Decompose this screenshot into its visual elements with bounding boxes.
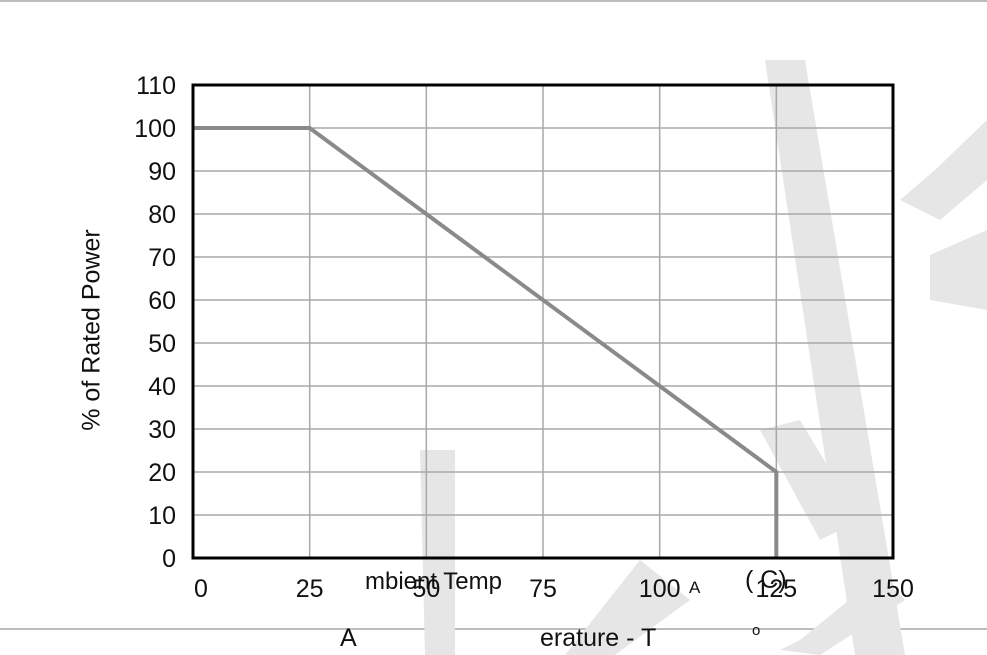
- x-tick-label: 100: [639, 575, 681, 603]
- series-line: [193, 126, 779, 558]
- plot-frame: [191, 83, 895, 560]
- y-tick-label: 70: [148, 244, 176, 272]
- y-tick-label: 10: [148, 502, 176, 530]
- x-axis-label-superscript: o: [752, 622, 761, 639]
- x-tick-label: 75: [529, 575, 557, 603]
- y-tick-label: 110: [136, 72, 176, 100]
- series-layer: [193, 126, 779, 558]
- y-tick-label: 0: [162, 545, 176, 573]
- x-axis-label-part3: erature - T: [540, 624, 657, 652]
- y-tick-label: 50: [148, 330, 176, 358]
- x-tick-label: 50: [412, 575, 440, 603]
- y-tick-label: 100: [134, 115, 176, 143]
- x-axis-label-subscript: A: [689, 578, 701, 597]
- x-axis-label-unit: ( C): [745, 566, 787, 594]
- x-tick-label: 25: [296, 575, 324, 603]
- x-axis-label-part1: A: [340, 624, 357, 652]
- bottom-rule: [0, 628, 987, 630]
- x-tick-label: 0: [194, 575, 208, 603]
- x-tick-label: 150: [872, 575, 914, 603]
- y-tick-label: 80: [148, 201, 176, 229]
- tick-labels: 0 25 50 75 100 125 150 0 10 20 30 40 50 60 70 80 90 100 11…: [134, 72, 914, 603]
- y-axis-label: % of Rated Power: [77, 229, 106, 431]
- y-tick-label: 90: [148, 158, 176, 186]
- y-tick-label: 30: [148, 416, 176, 444]
- y-tick-label: 40: [148, 373, 176, 401]
- y-tick-label: 60: [148, 287, 176, 315]
- y-tick-label: 20: [148, 459, 176, 487]
- top-rule: [0, 0, 987, 2]
- watermark: [420, 60, 987, 655]
- x-tick-label: 125: [755, 575, 797, 603]
- x-axis-label-part2: mbient Temp: [365, 568, 502, 595]
